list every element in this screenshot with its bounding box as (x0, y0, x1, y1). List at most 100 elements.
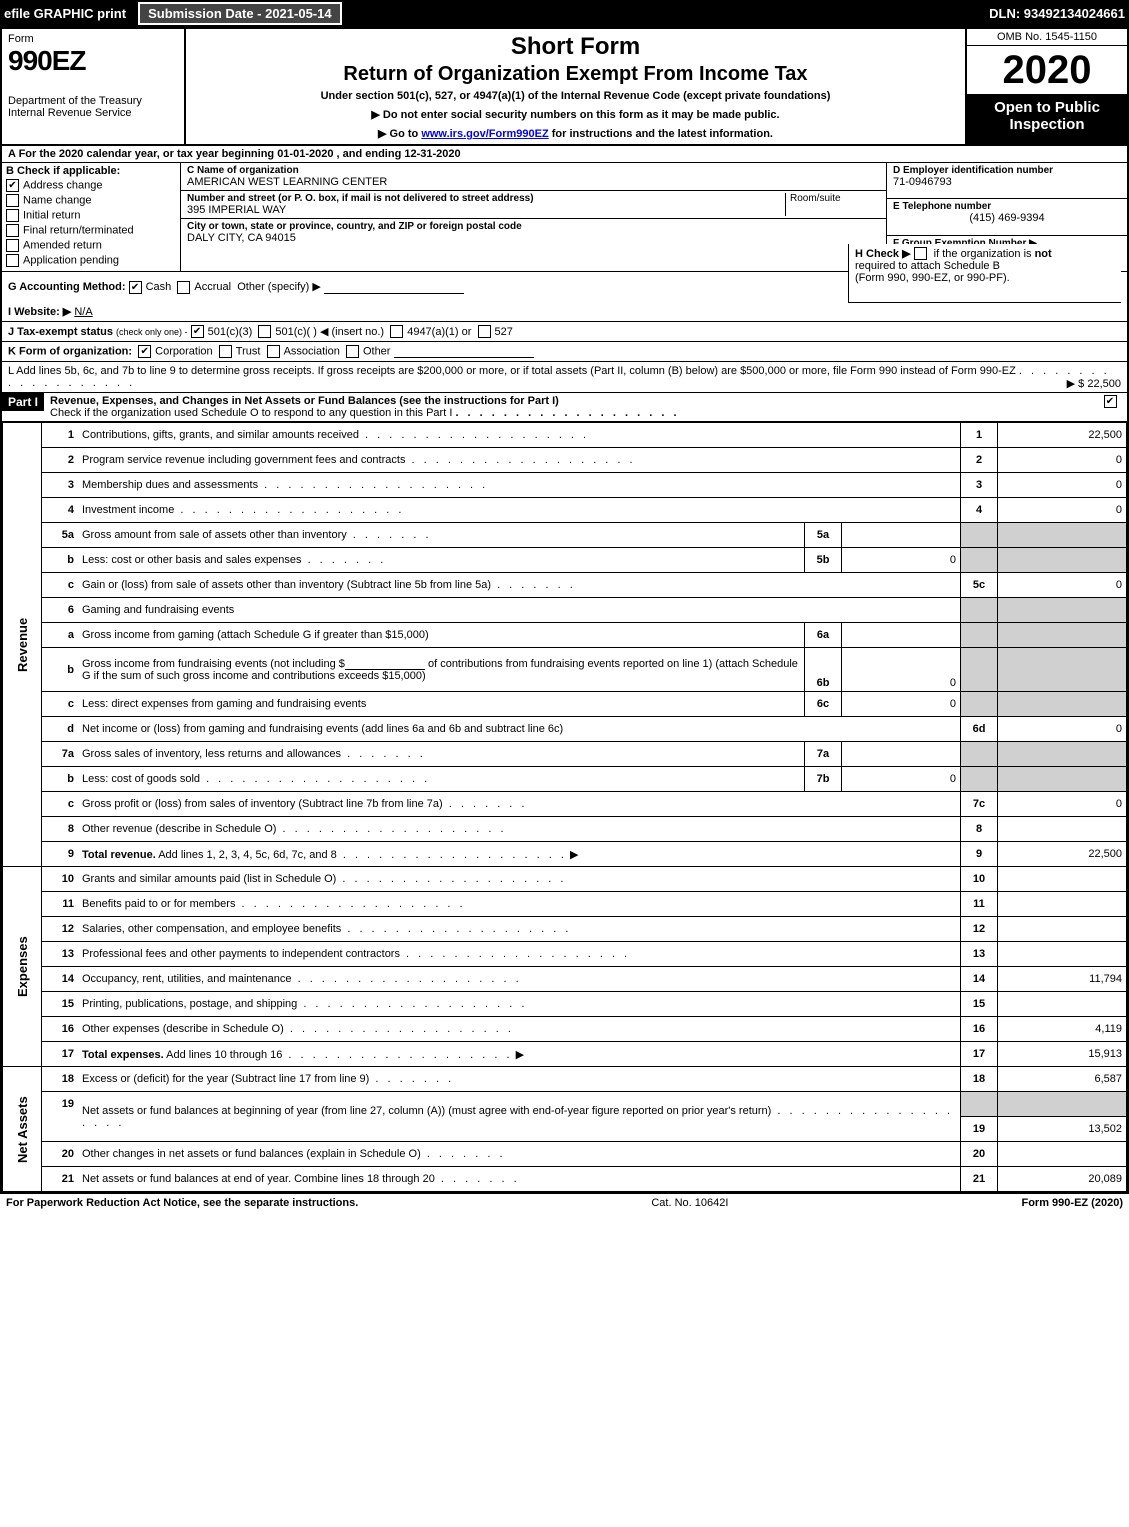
irs-link[interactable]: www.irs.gov/Form990EZ (421, 128, 548, 140)
line-19-top: 19 Net assets or fund balances at beginn… (3, 1092, 1127, 1117)
line-16: 16 Other expenses (describe in Schedule … (3, 1017, 1127, 1042)
g-label: G Accounting Method: (8, 281, 126, 293)
line-13: 13 Professional fees and other payments … (3, 942, 1127, 967)
chk-amended-return[interactable] (6, 239, 19, 252)
directive-1: ▶ Do not enter social security numbers o… (190, 108, 961, 121)
line-1: Revenue 1 Contributions, gifts, grants, … (3, 423, 1127, 448)
lbl-application-pending: Application pending (23, 254, 119, 266)
i-row: I Website: ▶ N/A H Check ▶ if the organi… (2, 302, 1127, 322)
chk-initial-return[interactable] (6, 209, 19, 222)
chk-527[interactable] (478, 325, 491, 338)
line-5c: c Gain or (loss) from sale of assets oth… (3, 573, 1127, 598)
submission-date: Submission Date - 2021-05-14 (138, 2, 342, 25)
line-6d: d Net income or (loss) from gaming and f… (3, 717, 1127, 742)
line-7b: b Less: cost of goods sold 7b 0 (3, 767, 1127, 792)
lbl-corp: Corporation (155, 346, 212, 358)
lbl-other: Other (specify) ▶ (237, 281, 321, 293)
footer: For Paperwork Reduction Act Notice, see … (0, 1194, 1129, 1212)
line-3: 3 Membership dues and assessments 3 0 (3, 473, 1127, 498)
line-5b: b Less: cost or other basis and sales ex… (3, 548, 1127, 573)
ein-label: D Employer identification number (893, 165, 1121, 176)
l-amount: ▶ $ 22,500 (1067, 377, 1121, 390)
chk-final-return[interactable] (6, 224, 19, 237)
lbl-amended-return: Amended return (23, 239, 102, 251)
k-row: K Form of organization: Corporation Trus… (2, 342, 1127, 362)
efile-label: efile GRAPHIC print (4, 6, 126, 21)
h-not: not (1035, 248, 1052, 260)
chk-other-org[interactable] (346, 345, 359, 358)
dln-label: DLN: 93492134024661 (989, 6, 1125, 21)
directive-2-post: for instructions and the latest informat… (549, 128, 773, 140)
chk-4947[interactable] (390, 325, 403, 338)
line-12: 12 Salaries, other compensation, and emp… (3, 917, 1127, 942)
line-18: Net Assets 18 Excess or (deficit) for th… (3, 1067, 1127, 1092)
chk-application-pending[interactable] (6, 254, 19, 267)
l1-rno: 1 (961, 423, 998, 448)
line-2: 2 Program service revenue including gove… (3, 448, 1127, 473)
lbl-accrual: Accrual (194, 281, 231, 293)
form-header: Form 990EZ Department of the Treasury In… (2, 29, 1127, 146)
h-text3: (Form 990, 990-EZ, or 990-PF). (855, 272, 1010, 284)
lbl-527: 527 (495, 326, 513, 338)
line-7c: c Gross profit or (loss) from sales of i… (3, 792, 1127, 817)
chk-address-change[interactable] (6, 179, 19, 192)
line-6a: a Gross income from gaming (attach Sched… (3, 623, 1127, 648)
lbl-501c3: 501(c)(3) (208, 326, 253, 338)
form-outer: Form 990EZ Department of the Treasury In… (0, 27, 1129, 1194)
phone-value: (415) 469-9394 (893, 212, 1121, 224)
street-label: Number and street (or P. O. box, if mail… (187, 193, 785, 204)
line-15: 15 Printing, publications, postage, and … (3, 992, 1127, 1017)
omb-number: OMB No. 1545-1150 (967, 29, 1127, 46)
top-bar: efile GRAPHIC print Submission Date - 20… (0, 0, 1129, 27)
street-value: 395 IMPERIAL WAY (187, 204, 785, 216)
chk-corp[interactable] (138, 345, 151, 358)
chk-501c[interactable] (258, 325, 271, 338)
chk-cash[interactable] (129, 281, 142, 294)
lbl-assoc: Association (284, 346, 340, 358)
tax-year: 2020 (967, 46, 1127, 95)
subtitle: Under section 501(c), 527, or 4947(a)(1)… (190, 90, 961, 102)
part-1-dots (455, 407, 679, 419)
l-text: L Add lines 5b, 6c, and 7b to line 9 to … (8, 365, 1016, 377)
chk-name-change[interactable] (6, 194, 19, 207)
line-8: 8 Other revenue (describe in Schedule O)… (3, 817, 1127, 842)
part-1-label: Part I (2, 393, 44, 411)
l1-no: 1 (42, 423, 79, 448)
lbl-name-change: Name change (23, 194, 92, 206)
line-5a: 5a Gross amount from sale of assets othe… (3, 523, 1127, 548)
part-1-header: Part I Revenue, Expenses, and Changes in… (2, 393, 1127, 422)
line-17: 17 Total expenses. Add lines 10 through … (3, 1042, 1127, 1067)
city-value: DALY CITY, CA 94015 (187, 232, 880, 244)
footer-mid: Cat. No. 10642I (651, 1197, 728, 1209)
chk-part1[interactable] (1104, 395, 1117, 408)
other-specify-field[interactable] (324, 281, 464, 294)
section-b-label: B Check if applicable: (6, 165, 176, 177)
chk-assoc[interactable] (267, 345, 280, 358)
chk-501c3[interactable] (191, 325, 204, 338)
line-14: 14 Occupancy, rent, utilities, and maint… (3, 967, 1127, 992)
dept-1: Department of the Treasury (8, 95, 178, 107)
part-1-check (1097, 393, 1127, 410)
line-11: 11 Benefits paid to or for members 11 (3, 892, 1127, 917)
lbl-4947: 4947(a)(1) or (407, 326, 471, 338)
i-value: N/A (74, 306, 92, 318)
form-number: 990EZ (8, 45, 178, 77)
lbl-trust: Trust (236, 346, 261, 358)
line-6b: b Gross income from fundraising events (… (3, 648, 1127, 692)
j-row: J Tax-exempt status (check only one) - 5… (2, 322, 1127, 343)
line-4: 4 Investment income 4 0 (3, 498, 1127, 523)
line-20: 20 Other changes in net assets or fund b… (3, 1142, 1127, 1167)
other-org-field[interactable] (394, 345, 534, 358)
part-1-title-text: Revenue, Expenses, and Changes in Net As… (50, 395, 559, 407)
line-21: 21 Net assets or fund balances at end of… (3, 1167, 1127, 1192)
lbl-final-return: Final return/terminated (23, 224, 134, 236)
chk-h[interactable] (914, 247, 927, 260)
directive-2: ▶ Go to www.irs.gov/Form990EZ for instru… (190, 127, 961, 140)
j-sub: (check only one) - (116, 327, 188, 337)
expenses-label: Expenses (3, 867, 42, 1067)
org-name-value: AMERICAN WEST LEARNING CENTER (187, 176, 880, 188)
chk-accrual[interactable] (177, 281, 190, 294)
chk-trust[interactable] (219, 345, 232, 358)
phone-label: E Telephone number (893, 201, 1121, 212)
header-left: Form 990EZ Department of the Treasury In… (2, 29, 186, 144)
